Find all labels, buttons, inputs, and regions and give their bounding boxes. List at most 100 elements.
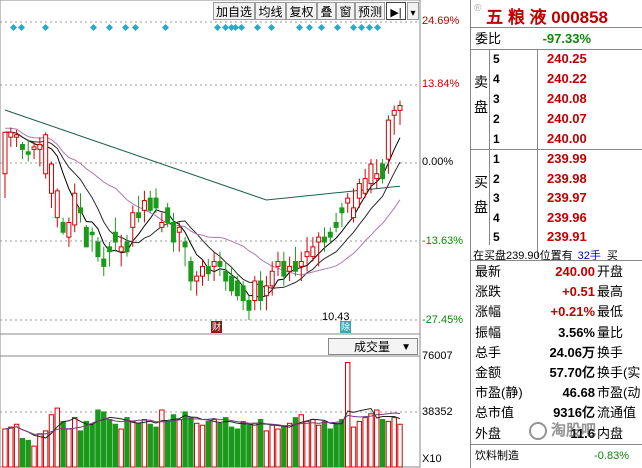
candle-body <box>351 207 357 219</box>
sector-row[interactable]: 饮料制造 -0.83% <box>471 446 642 466</box>
forecast-button[interactable]: 预测 <box>355 2 385 20</box>
sell-level-row[interactable]: 1 240.00 <box>471 129 642 149</box>
buy-level-row[interactable]: 4 239.96 <box>471 208 642 228</box>
candle-body <box>159 222 165 228</box>
quote-value: 46.68 <box>562 385 595 401</box>
stock-refresh-icon[interactable]: ® <box>474 3 482 14</box>
adjust-button[interactable]: 复权 <box>286 2 317 20</box>
candle-body <box>287 265 293 272</box>
volume-bar <box>217 422 223 468</box>
candle-body <box>14 134 20 138</box>
sell-level-number: 5 <box>493 52 500 66</box>
candle-body <box>37 144 43 150</box>
volume-bar <box>89 423 95 468</box>
buy-level-number: 3 <box>493 191 500 205</box>
candle-body <box>66 222 72 238</box>
quote-right-label: 换手(实 <box>597 365 641 380</box>
buy-level-row[interactable]: 2 239.98 <box>471 169 642 189</box>
volume-bar <box>234 428 241 468</box>
candle-body <box>136 212 142 219</box>
buy-level-row[interactable]: 3 239.97 <box>471 188 642 208</box>
sell-level-row[interactable]: 3 240.08 <box>471 89 642 109</box>
event-tag-chu[interactable]: 除 <box>340 321 351 333</box>
volume-bar <box>304 420 310 468</box>
more-icon: ▾ <box>410 8 416 19</box>
volume-bar <box>124 417 130 468</box>
quote-label: 总市值 <box>475 405 515 421</box>
volume-bar <box>315 424 322 468</box>
candle-body <box>275 261 281 267</box>
volume-bar <box>362 417 368 468</box>
quote-value: 9316亿 <box>553 405 595 421</box>
candle-body <box>89 231 95 236</box>
overlay-button[interactable]: 叠 <box>317 2 336 20</box>
watermark: 淘股吧 <box>529 419 596 441</box>
volume-indicator-dropdown[interactable]: 成交量 ▼ <box>328 338 418 355</box>
volume-bar <box>310 419 316 468</box>
quote-value: +0.21% <box>550 304 595 320</box>
add-watchlist-button[interactable]: 加自选 <box>213 2 255 20</box>
window-button[interactable]: 窗 <box>336 2 355 20</box>
candle-body <box>78 207 84 214</box>
moving-average-button[interactable]: 均线 <box>255 2 286 20</box>
volume-bars <box>2 362 403 468</box>
volume-bar <box>257 419 264 468</box>
sell-level-price: 240.25 <box>547 51 587 66</box>
candle-body <box>25 151 31 155</box>
volume-bar <box>240 420 246 468</box>
candle-body <box>211 261 217 267</box>
volume-bar <box>379 419 386 468</box>
buy-level-row[interactable]: 5 239.91 <box>471 227 642 247</box>
quote-label: 振幅 <box>475 324 502 340</box>
volume-bar <box>374 409 380 468</box>
volume-bar <box>66 428 72 468</box>
candle-body <box>2 131 8 175</box>
candle-body <box>19 144 25 150</box>
sell-level-number: 4 <box>493 72 500 86</box>
quote-row: 外盘 11.6 内盘 <box>471 424 642 444</box>
buy-level-row[interactable]: 1 239.99 <box>471 149 642 169</box>
quote-right-label: 内盘 <box>597 425 624 441</box>
volume-bar <box>188 417 194 468</box>
more-button[interactable]: ▾ <box>407 2 419 20</box>
event-diamond-icon <box>365 23 374 32</box>
volume-bar <box>252 422 258 468</box>
quote-label: 最新 <box>475 264 502 279</box>
candle-body <box>8 131 14 138</box>
candle-body <box>130 212 136 228</box>
quote-label: 外盘 <box>475 425 502 441</box>
candle-body <box>356 183 362 199</box>
sell-level-row[interactable]: 2 240.07 <box>471 109 642 129</box>
candle-body <box>182 241 188 248</box>
candle-body <box>234 280 240 297</box>
volume-bar <box>112 423 119 468</box>
event-diamond-icon <box>267 23 276 32</box>
event-diamond-icon <box>295 23 304 32</box>
event-tag-cai[interactable]: 财 <box>211 321 222 333</box>
page-arrow-button[interactable]: ▶| <box>386 2 406 20</box>
stock-name-code: 五 粮 液 000858 <box>486 8 609 27</box>
volume-bar <box>37 433 43 468</box>
sell-level-row[interactable]: 5 240.25 <box>471 49 642 69</box>
volume-bar <box>164 420 171 468</box>
volume-bar <box>8 426 14 468</box>
candle-body <box>229 275 235 292</box>
quote-panel: ® 五 粮 液 000858 委比 -97.33% 卖盘 5 240.25 4 … <box>470 0 642 468</box>
buy-level-price: 239.91 <box>547 229 587 244</box>
quote-right-label: 最低 <box>597 304 624 320</box>
candle-body <box>118 246 124 253</box>
event-diamond-icon <box>317 23 326 32</box>
volume-bar <box>170 414 177 468</box>
candle-body <box>217 261 223 267</box>
candle-body <box>200 265 205 277</box>
quote-value: 11.6 <box>570 425 595 441</box>
volume-bar <box>391 417 397 468</box>
volume-bar <box>54 407 60 468</box>
quote-value: 240.00 <box>555 264 595 279</box>
candle-body <box>292 261 298 272</box>
quote-right-label: 开盘 <box>597 264 624 279</box>
kline-chart[interactable] <box>0 0 470 468</box>
candle-body <box>258 280 264 301</box>
candle-body <box>165 207 171 223</box>
sell-level-row[interactable]: 4 240.22 <box>471 69 642 89</box>
